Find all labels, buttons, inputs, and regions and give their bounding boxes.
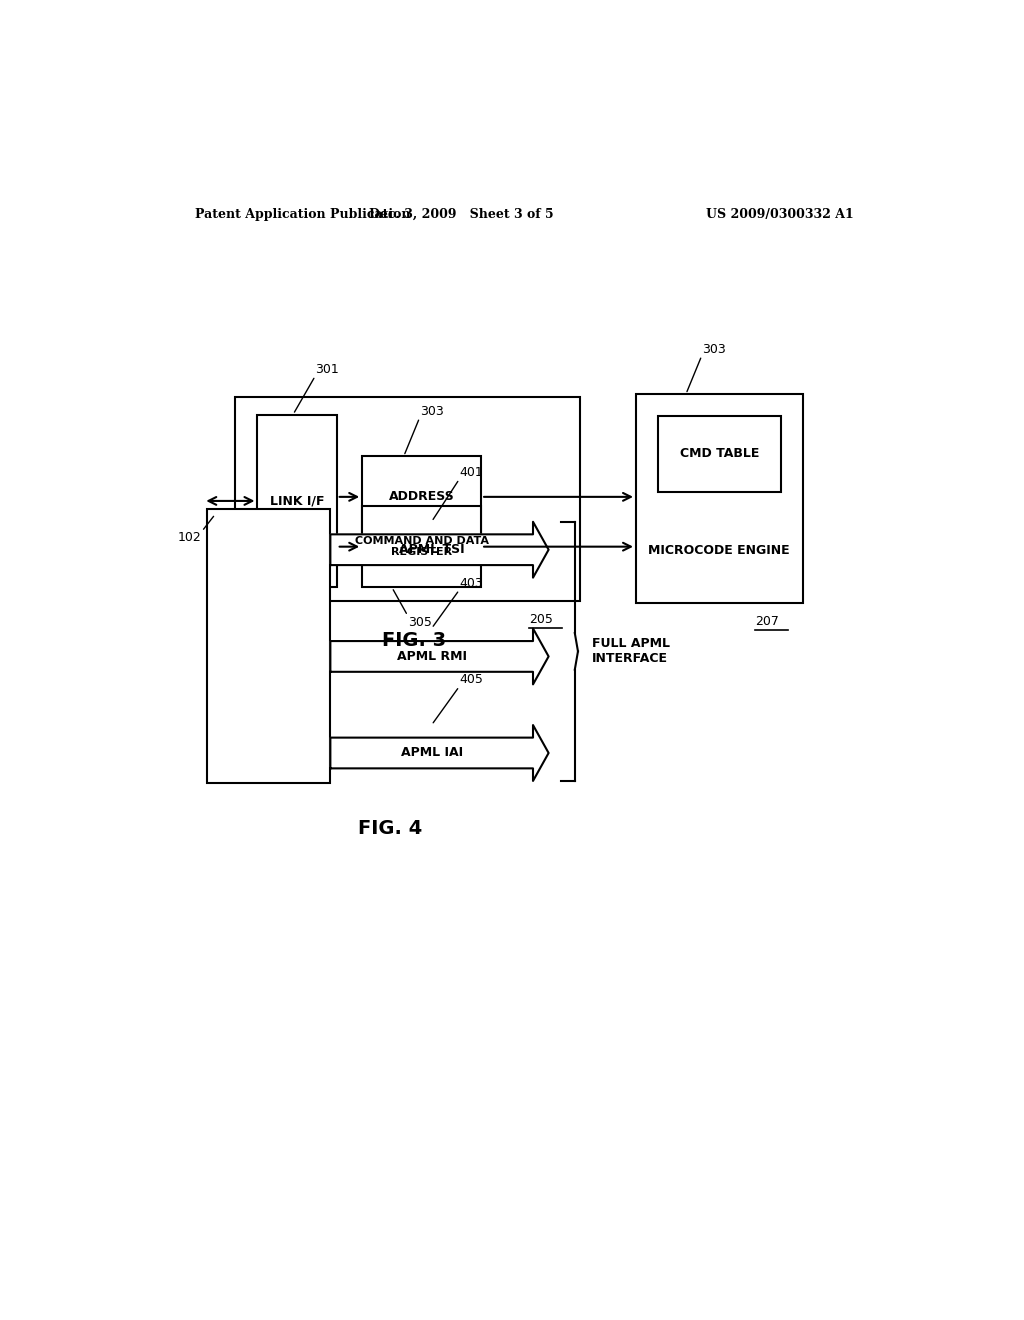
Bar — [207, 510, 331, 784]
Text: ADDRESS: ADDRESS — [389, 490, 455, 503]
Text: 305: 305 — [408, 616, 432, 628]
Text: 303: 303 — [420, 405, 443, 417]
Text: 303: 303 — [701, 343, 726, 355]
Text: US 2009/0300332 A1: US 2009/0300332 A1 — [707, 209, 854, 222]
Text: 405: 405 — [460, 673, 483, 686]
Bar — [658, 416, 781, 492]
Text: 301: 301 — [315, 363, 339, 376]
Text: APML RMI: APML RMI — [396, 649, 467, 663]
Bar — [362, 506, 481, 587]
Bar — [236, 397, 581, 601]
Text: MICROCODE ENGINE: MICROCODE ENGINE — [648, 544, 791, 557]
Text: 401: 401 — [460, 466, 483, 479]
Text: 102: 102 — [178, 532, 202, 544]
Text: 205: 205 — [528, 612, 553, 626]
Text: 207: 207 — [755, 615, 779, 628]
Text: CMD TABLE: CMD TABLE — [680, 447, 760, 461]
Text: FIG. 3: FIG. 3 — [382, 631, 445, 649]
Text: FULL APML
INTERFACE: FULL APML INTERFACE — [592, 638, 671, 665]
Text: APML IAI: APML IAI — [400, 747, 463, 759]
Text: Patent Application Publication: Patent Application Publication — [196, 209, 411, 222]
Polygon shape — [331, 725, 549, 781]
Text: APML TSI: APML TSI — [399, 544, 465, 556]
Text: LINK I/F: LINK I/F — [269, 495, 325, 507]
Polygon shape — [331, 628, 549, 684]
Bar — [257, 414, 337, 587]
Text: FIG. 4: FIG. 4 — [357, 818, 422, 838]
Bar — [636, 395, 803, 602]
Text: COMMAND AND DATA
REGISTER: COMMAND AND DATA REGISTER — [354, 536, 488, 557]
Text: 403: 403 — [460, 577, 483, 590]
Text: Dec. 3, 2009   Sheet 3 of 5: Dec. 3, 2009 Sheet 3 of 5 — [369, 209, 554, 222]
Bar — [362, 457, 481, 537]
Polygon shape — [331, 521, 549, 578]
